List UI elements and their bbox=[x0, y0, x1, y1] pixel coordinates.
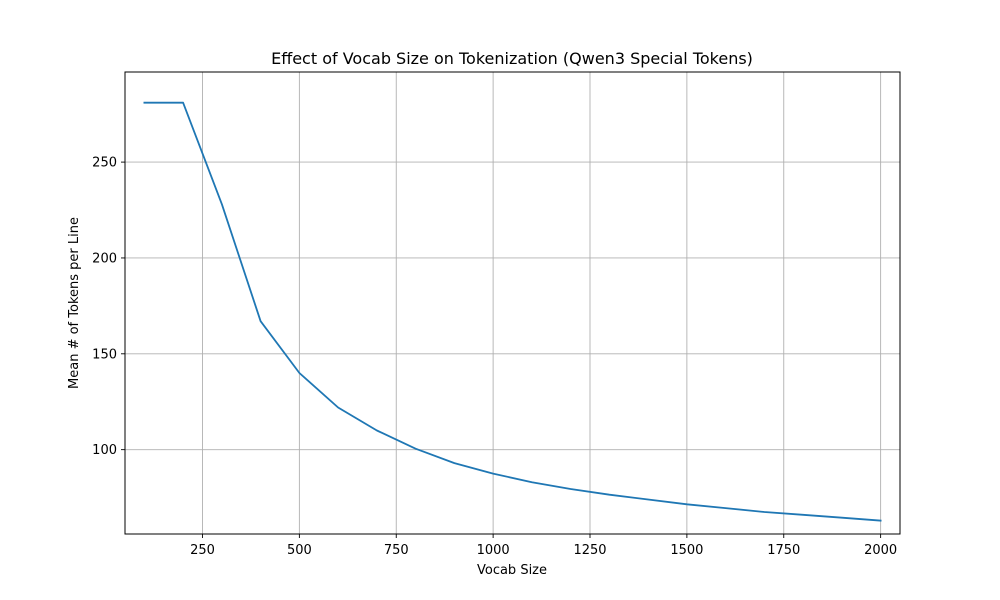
y-tick-label: 250 bbox=[92, 156, 117, 171]
x-tick-label: 750 bbox=[384, 543, 409, 558]
x-axis-label: Vocab Size bbox=[477, 563, 547, 578]
x-tick-label: 1000 bbox=[477, 543, 510, 558]
x-tick-label: 250 bbox=[190, 543, 215, 558]
grid bbox=[125, 72, 900, 534]
ticks: 250 500 750 1000 1250 1500 1750 2000 100 150 200 25… bbox=[92, 156, 897, 558]
series-layer bbox=[143, 101, 882, 522]
y-tick-label: 150 bbox=[92, 347, 117, 362]
x-tick-label: 1750 bbox=[767, 543, 800, 558]
x-tick-label: 1250 bbox=[573, 543, 606, 558]
series-line bbox=[143, 101, 882, 522]
y-tick-label: 200 bbox=[92, 251, 117, 266]
plot-area-frame bbox=[124, 71, 901, 535]
x-tick-label: 2000 bbox=[864, 543, 897, 558]
x-tick-label: 1500 bbox=[670, 543, 703, 558]
x-tick-label: 500 bbox=[287, 543, 312, 558]
y-axis-label: Mean # of Tokens per Line bbox=[67, 217, 82, 389]
chart-title: Effect of Vocab Size on Tokenization (Qw… bbox=[271, 49, 753, 68]
y-tick-label: 100 bbox=[92, 443, 117, 458]
